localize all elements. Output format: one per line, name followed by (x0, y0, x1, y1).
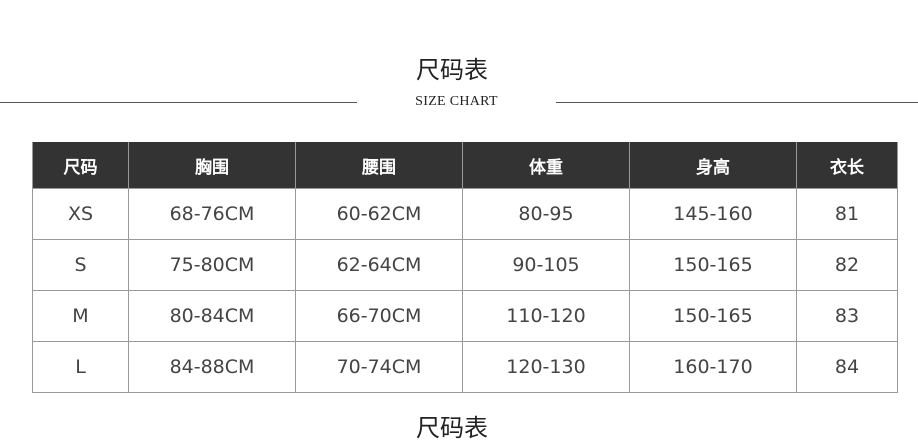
table-cell: 60-62CM (295, 188, 463, 240)
column-header: 胸围 (128, 142, 296, 189)
size-table: 尺码 胸围 腰围 体重 身高 衣长 XS 68-76CM 60-62CM 80-95 145-16… (32, 142, 898, 393)
table-cell: XS (32, 188, 129, 240)
table-row: XS 68-76CM 60-62CM 80-95 145-160 81 (32, 188, 898, 240)
title: 尺码表 (416, 56, 488, 84)
table-row: S 75-80CM 62-64CM 90-105 150-165 82 (32, 239, 898, 291)
table-row: L 84-88CM 70-74CM 120-130 160-170 84 (32, 341, 898, 393)
page: 尺码表 SIZE CHART 尺码 胸围 腰围 体重 身高 衣长 XS 68-76CM 60-… (0, 56, 918, 442)
table-cell: 150-165 (629, 239, 797, 291)
table-cell: 75-80CM (128, 239, 296, 291)
table-cell: 70-74CM (295, 341, 463, 393)
divider (0, 102, 357, 103)
table-cell: 110-120 (462, 290, 630, 342)
column-header: 衣长 (796, 142, 898, 189)
table-cell: M (32, 290, 129, 342)
column-header: 尺码 (32, 142, 129, 189)
table-cell: 62-64CM (295, 239, 463, 291)
table-cell: S (32, 239, 129, 291)
table-body: XS 68-76CM 60-62CM 80-95 145-160 81 S 75-80CM 62… (32, 188, 898, 393)
table-cell: L (32, 341, 129, 393)
column-header: 身高 (629, 142, 797, 189)
table-cell: 80-95 (462, 188, 630, 240)
table-cell: 84 (796, 341, 898, 393)
table-cell: 80-84CM (128, 290, 296, 342)
table-cell: 160-170 (629, 341, 797, 393)
table-cell: 82 (796, 239, 898, 291)
table-cell: 145-160 (629, 188, 797, 240)
table-cell: 68-76CM (128, 188, 296, 240)
table-cell: 120-130 (462, 341, 630, 393)
column-header: 体重 (462, 142, 630, 189)
table-cell: 90-105 (462, 239, 630, 291)
divider (556, 102, 918, 103)
table-cell: 66-70CM (295, 290, 463, 342)
table-cell: 83 (796, 290, 898, 342)
subtitle: SIZE CHART (415, 94, 498, 109)
column-header: 腰围 (295, 142, 463, 189)
table-cell: 81 (796, 188, 898, 240)
table-row: M 80-84CM 66-70CM 110-120 150-165 83 (32, 290, 898, 342)
table-cell: 84-88CM (128, 341, 296, 393)
header-row: 尺码 胸围 腰围 体重 身高 衣长 (32, 142, 898, 189)
table-cell: 150-165 (629, 290, 797, 342)
footer-title: 尺码表 (416, 414, 488, 442)
